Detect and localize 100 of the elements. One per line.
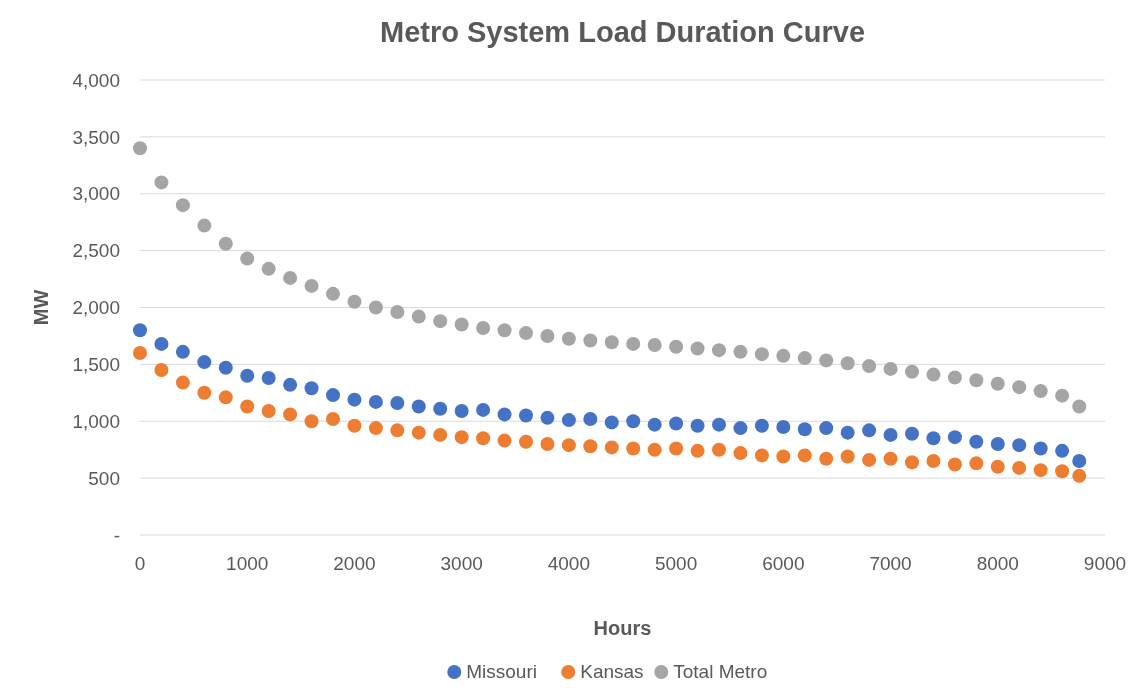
point	[175, 375, 190, 390]
point	[1012, 460, 1027, 475]
x-tick-label: 4000	[547, 553, 591, 574]
point	[883, 451, 898, 466]
legend-label: Missouri	[466, 661, 537, 682]
point	[154, 363, 169, 378]
point	[669, 416, 684, 431]
point	[969, 456, 984, 471]
point	[476, 320, 491, 335]
point	[1055, 443, 1070, 458]
point	[454, 317, 469, 332]
point	[647, 338, 662, 353]
point	[733, 344, 748, 359]
point	[819, 353, 834, 368]
point	[797, 422, 812, 437]
point	[1012, 380, 1027, 395]
point	[926, 431, 941, 446]
point	[583, 439, 598, 454]
point	[240, 368, 255, 383]
point	[261, 404, 276, 419]
point	[712, 442, 726, 457]
point	[540, 437, 555, 451]
point	[712, 343, 726, 358]
y-tick-label: 2,000	[72, 297, 120, 319]
point	[669, 339, 684, 354]
point	[261, 261, 276, 276]
point	[433, 314, 448, 329]
point	[497, 407, 512, 422]
point	[561, 331, 576, 346]
point	[1072, 454, 1087, 469]
point	[690, 418, 705, 433]
point	[561, 438, 576, 453]
point	[347, 294, 362, 309]
point	[390, 396, 405, 411]
x-tick-label: 6000	[762, 553, 805, 574]
point	[990, 376, 1005, 391]
point	[197, 218, 212, 233]
point	[819, 421, 834, 436]
legend-label: Total Metro	[673, 661, 768, 682]
point	[819, 451, 834, 466]
point	[776, 419, 791, 434]
point	[604, 415, 619, 430]
point	[304, 414, 319, 429]
point	[883, 361, 898, 376]
point	[926, 454, 941, 469]
point	[240, 399, 255, 414]
point	[840, 425, 855, 440]
point	[733, 446, 748, 461]
point	[926, 367, 941, 382]
point	[647, 417, 662, 432]
point	[905, 455, 919, 470]
point	[776, 348, 791, 363]
point	[969, 434, 984, 449]
point	[1033, 441, 1048, 456]
point	[862, 423, 877, 438]
point	[647, 442, 662, 457]
point	[326, 411, 340, 426]
point	[347, 418, 362, 433]
point	[712, 417, 726, 432]
point	[454, 430, 469, 445]
point	[175, 344, 190, 359]
point	[133, 323, 147, 338]
point	[626, 336, 641, 351]
point	[454, 404, 469, 419]
y-tick-label: 1,500	[72, 354, 120, 376]
point	[368, 394, 383, 409]
point	[411, 425, 426, 440]
x-tick-label: 8000	[976, 553, 1019, 574]
point	[583, 411, 598, 426]
point	[175, 198, 190, 213]
point	[283, 377, 298, 392]
point	[883, 427, 898, 442]
y-tick-label: -	[113, 524, 120, 546]
point	[283, 270, 298, 285]
point	[862, 359, 877, 374]
point	[1072, 468, 1087, 483]
legend-label: Kansas	[580, 661, 644, 682]
point	[218, 360, 233, 375]
point	[990, 459, 1005, 474]
point	[1033, 463, 1048, 478]
x-axis-title: Hours	[593, 617, 652, 639]
point	[476, 402, 491, 417]
point	[133, 141, 147, 156]
point	[218, 390, 233, 405]
point	[540, 410, 555, 425]
point	[969, 373, 984, 388]
point	[368, 300, 383, 315]
chart-title: Metro System Load Duration Curve	[379, 16, 866, 48]
point	[990, 437, 1005, 451]
point	[733, 421, 748, 436]
point	[519, 434, 533, 449]
point	[669, 441, 684, 456]
point	[797, 351, 812, 366]
point	[947, 370, 962, 385]
point	[326, 388, 340, 403]
y-axis-title: MW	[30, 289, 52, 326]
point	[1033, 384, 1048, 399]
point	[347, 392, 362, 407]
point	[690, 341, 705, 356]
point	[154, 175, 169, 190]
